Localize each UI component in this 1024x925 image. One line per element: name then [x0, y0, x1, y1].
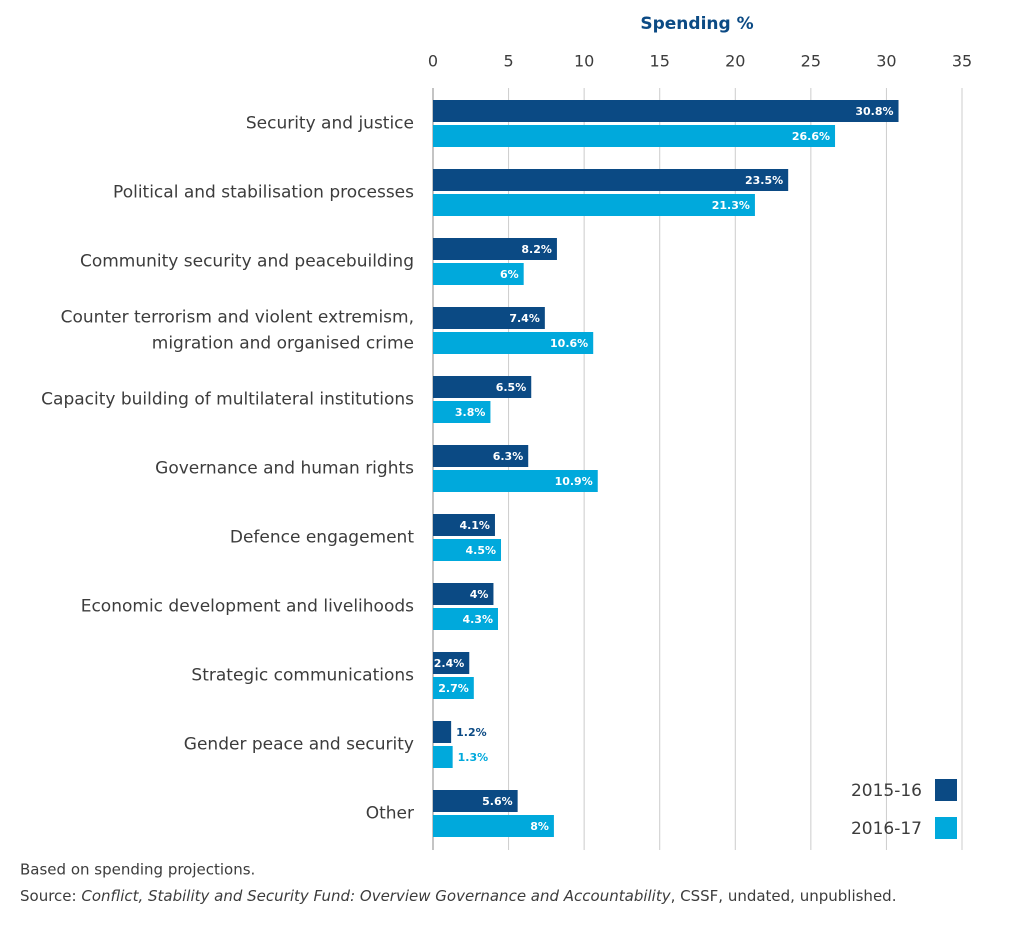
category-label: Defence engagement [230, 528, 414, 548]
value-label: 26.6% [792, 130, 830, 143]
value-label: 21.3% [712, 199, 750, 212]
value-label: 1.3% [458, 751, 489, 764]
value-label: 5.6% [482, 795, 513, 808]
bar [433, 401, 491, 423]
value-label: 3.8% [455, 406, 486, 419]
x-tick-label: 10 [574, 52, 594, 71]
value-label: 4% [470, 588, 489, 601]
source-suffix: , CSSF, undated, unpublished. [671, 887, 897, 905]
category-label: Economic development and livelihoods [81, 597, 414, 617]
value-label: 4.5% [465, 544, 496, 557]
value-label: 4.3% [462, 613, 493, 626]
category-label: Strategic communications [191, 666, 414, 686]
value-label: 7.4% [509, 312, 540, 325]
x-tick-label: 35 [952, 52, 972, 71]
value-label: 2.4% [434, 657, 465, 670]
legend-label: 2016-17 [851, 819, 922, 839]
note: Based on spending projections. [20, 861, 255, 879]
value-label: 30.8% [855, 105, 893, 118]
bar [433, 238, 557, 260]
bar [433, 539, 502, 561]
bar [433, 194, 755, 216]
category-label: Governance and human rights [155, 459, 414, 479]
value-label: 4.1% [459, 519, 490, 532]
bar [433, 746, 453, 768]
category-label: Security and justice [246, 114, 414, 134]
source: Source: Conflict, Stability and Security… [20, 887, 896, 905]
legend-swatch [935, 817, 957, 839]
bar [433, 307, 545, 329]
bar [433, 100, 899, 122]
value-label: 8% [530, 820, 549, 833]
x-tick-label: 30 [876, 52, 896, 71]
source-title: Conflict, Stability and Security Fund: O… [81, 887, 671, 905]
bar [433, 652, 470, 674]
x-tick-label: 5 [503, 52, 513, 71]
bar [433, 445, 529, 467]
value-label: 2.7% [438, 682, 469, 695]
category-line: Counter terrorism and violent extremism, [61, 308, 414, 328]
bar [433, 721, 452, 743]
bar [433, 790, 518, 812]
x-tick-label: 0 [428, 52, 438, 71]
axis-title: Spending % [640, 14, 753, 34]
value-label: 10.6% [550, 337, 588, 350]
bar [433, 514, 495, 536]
bar [433, 376, 532, 398]
category-label: Counter terrorism and violent extremism,… [61, 308, 414, 354]
category-label: Capacity building of multilateral instit… [41, 390, 414, 410]
x-tick-label: 25 [801, 52, 821, 71]
category-label: Other [366, 804, 414, 824]
legend-swatch [935, 779, 957, 801]
value-label: 8.2% [521, 243, 552, 256]
bar [433, 332, 594, 354]
source-prefix: Source: [20, 887, 81, 905]
bar [433, 608, 498, 630]
value-label: 6.5% [496, 381, 527, 394]
category-label: Gender peace and security [184, 735, 414, 755]
category-label: Community security and peacebuilding [80, 252, 414, 272]
legend-label: 2015-16 [851, 781, 922, 801]
bar [433, 815, 554, 837]
value-label: 1.2% [456, 726, 487, 739]
x-tick-label: 15 [650, 52, 670, 71]
value-label: 10.9% [555, 475, 593, 488]
bar [433, 263, 524, 285]
bar [433, 470, 598, 492]
value-label: 23.5% [745, 174, 783, 187]
x-tick-label: 20 [725, 52, 745, 71]
bar [433, 583, 494, 605]
value-label: 6% [500, 268, 519, 281]
bar [433, 169, 789, 191]
bar [433, 677, 474, 699]
value-label: 6.3% [493, 450, 524, 463]
category-label: Political and stabilisation processes [113, 183, 414, 203]
bar [433, 125, 836, 147]
category-line: migration and organised crime [152, 334, 414, 354]
